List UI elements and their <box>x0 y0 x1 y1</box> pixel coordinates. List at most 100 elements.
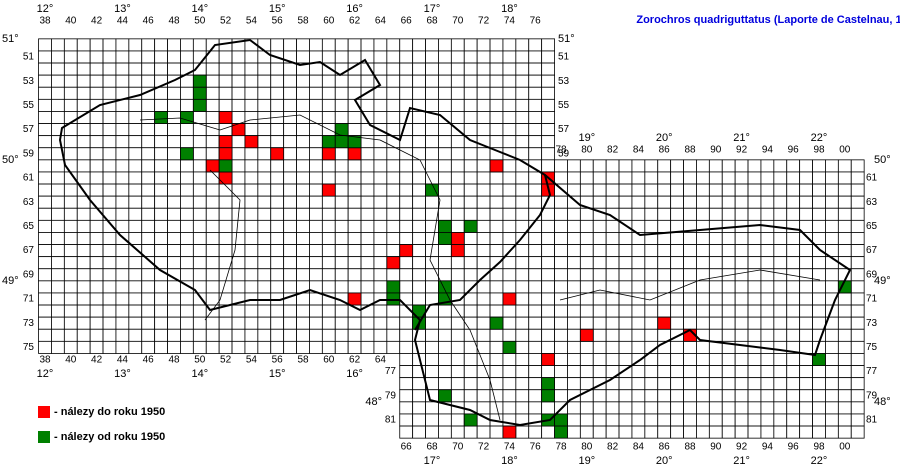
grid-cell <box>347 219 362 233</box>
grid-cell <box>696 244 710 258</box>
grid-cell <box>412 268 426 282</box>
grid-cell <box>631 195 646 209</box>
record-square <box>386 280 401 294</box>
grid-cell <box>747 183 762 197</box>
grid-cell <box>244 86 259 100</box>
grid-cell <box>51 195 65 209</box>
grid-cell <box>747 207 762 221</box>
grid-cell <box>541 232 555 245</box>
grid-cell <box>528 183 543 197</box>
grid-cell <box>38 268 52 282</box>
grid-cell <box>128 171 143 185</box>
grid-cell <box>489 268 504 282</box>
grid-cell <box>141 98 156 112</box>
grid-cell <box>708 425 723 439</box>
grid-cell <box>347 207 362 221</box>
grid-cell <box>412 389 426 403</box>
grid-cell <box>489 232 504 245</box>
row-label: 65 <box>866 221 878 232</box>
grid-cell <box>696 304 710 318</box>
grid-cell <box>644 244 659 258</box>
grid-cell <box>683 207 697 221</box>
grid-cell <box>657 219 672 233</box>
grid-cell <box>618 328 633 342</box>
grid-cell <box>592 171 607 185</box>
grid-cell <box>631 340 646 354</box>
grid-cell <box>89 219 104 233</box>
grid-cell <box>438 135 452 149</box>
grid-cell <box>412 256 426 270</box>
grid-cell <box>205 280 220 294</box>
grid-cell <box>696 232 710 245</box>
grid-cell <box>89 159 104 173</box>
grid-cell <box>347 268 362 282</box>
grid-cell <box>592 183 607 197</box>
grid-cell <box>825 195 839 209</box>
column-label: 52 <box>220 16 232 27</box>
record-square <box>438 232 452 245</box>
grid-cell <box>476 219 491 233</box>
grid-cell <box>167 86 181 100</box>
grid-cell <box>825 159 839 173</box>
grid-cell <box>141 50 156 64</box>
grid-cell <box>257 159 272 173</box>
grid-cell <box>670 207 684 221</box>
grid-cell <box>309 340 323 354</box>
record-square <box>218 135 233 149</box>
grid-cell <box>721 244 736 258</box>
grid-cell <box>102 195 117 209</box>
grid-cell <box>812 292 826 306</box>
grid-cell <box>89 147 104 161</box>
grid-cell <box>425 280 439 294</box>
grid-cell <box>812 304 826 318</box>
column-label: 94 <box>762 145 774 156</box>
grid-cell <box>683 280 697 294</box>
grid-cell <box>734 244 749 258</box>
grid-cell <box>541 340 555 354</box>
grid-cell <box>825 171 839 185</box>
grid-cell <box>425 50 439 64</box>
grid-cell <box>76 207 91 221</box>
labels: 38 40 42 44 46 48 50 52 54 56 58 60 62 64 66 68 70 72 74 76… <box>2 3 891 467</box>
grid-cell <box>399 62 414 76</box>
grid-cell <box>296 328 310 342</box>
grid-cell <box>786 316 801 330</box>
grid-cell <box>708 353 723 366</box>
grid-cell <box>63 86 78 100</box>
grid-cell <box>657 256 672 270</box>
grid-cell <box>502 316 517 330</box>
grid-cell <box>528 292 543 306</box>
grid-cell <box>334 219 349 233</box>
grid-cell <box>128 123 143 137</box>
rivers <box>139 114 501 421</box>
grid-cell <box>244 328 259 342</box>
grid-cell <box>708 280 723 294</box>
grid-cell <box>244 123 259 137</box>
grid-cell <box>270 183 285 197</box>
grid-cell <box>721 377 736 391</box>
grid-cell <box>360 268 375 282</box>
grid-cell <box>747 292 762 306</box>
grid-cell <box>786 401 801 415</box>
row-label: 51 <box>558 52 570 63</box>
grid-cell <box>115 195 130 209</box>
grid-cell <box>541 280 555 294</box>
grid-cell <box>644 195 659 209</box>
grid-cell <box>141 38 156 52</box>
grid-cell <box>489 244 504 258</box>
grid-cell <box>38 304 52 318</box>
grid-cell <box>425 159 439 173</box>
grid-cell <box>412 147 426 161</box>
grid-cell <box>825 365 839 379</box>
grid-cell <box>270 268 285 282</box>
grid-cell <box>399 98 414 112</box>
longitude-label: 17° <box>424 455 441 467</box>
grid-cell <box>399 171 414 185</box>
grid-cell <box>89 123 104 137</box>
longitude-label: 17° <box>424 3 441 15</box>
grid-cell <box>283 244 297 258</box>
grid-cell <box>489 123 504 137</box>
grid-cell <box>708 219 723 233</box>
grid-cell <box>167 62 181 76</box>
grid-cell <box>425 171 439 185</box>
